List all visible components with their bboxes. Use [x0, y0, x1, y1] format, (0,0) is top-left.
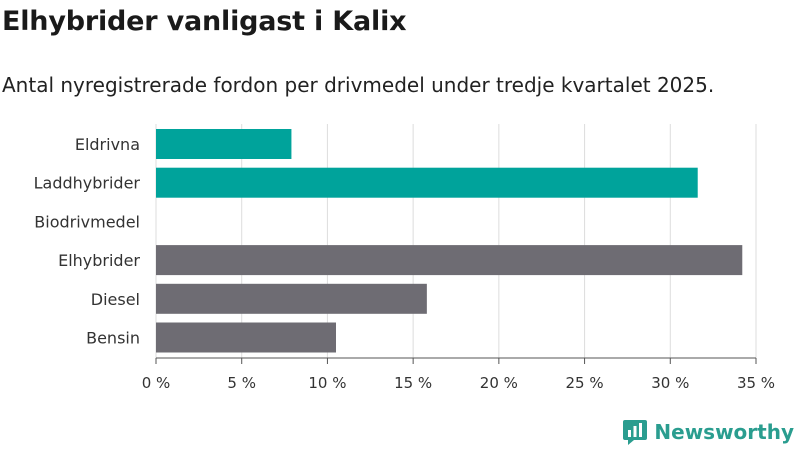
x-tick-label: 15 %: [394, 374, 432, 392]
category-label: Diesel: [91, 290, 140, 309]
gridlines: [155, 124, 757, 359]
x-tick-label: 25 %: [566, 374, 604, 392]
bar: [156, 245, 743, 276]
x-tick-label: 30 %: [651, 374, 689, 392]
x-tick-label: 5 %: [227, 374, 256, 392]
bar: [156, 283, 427, 314]
category-label: Elhybrider: [58, 251, 140, 270]
chart-title: Elhybrider vanligast i Kalix: [2, 6, 407, 37]
category-label: Bensin: [86, 329, 140, 348]
category-label: Eldrivna: [75, 135, 140, 154]
x-tick-label: 35 %: [737, 374, 775, 392]
bar: [156, 129, 292, 159]
x-tick-label: 0 %: [142, 374, 171, 392]
bars: [156, 129, 743, 353]
bar: [156, 167, 698, 198]
newsworthy-logo-text: Newsworthy: [654, 420, 794, 444]
newsworthy-logo: Newsworthy: [622, 418, 794, 446]
newsworthy-logo-icon: [623, 420, 648, 445]
chart-subtitle: Antal nyregistrerade fordon per drivmede…: [2, 73, 715, 97]
category-labels: Eldrivna Laddhybrider Biodrivmedel Elhybrid…: [34, 135, 141, 348]
x-tick-label: 10 %: [308, 374, 346, 392]
x-axis-ticks: 0 % 5 % 10 % 15 % 20 % 25 % 30 % 35 %: [142, 358, 775, 392]
bar: [156, 322, 336, 353]
x-tick-label: 20 %: [480, 374, 518, 392]
category-label: Biodrivmedel: [34, 212, 140, 231]
category-label: Laddhybrider: [34, 174, 141, 193]
